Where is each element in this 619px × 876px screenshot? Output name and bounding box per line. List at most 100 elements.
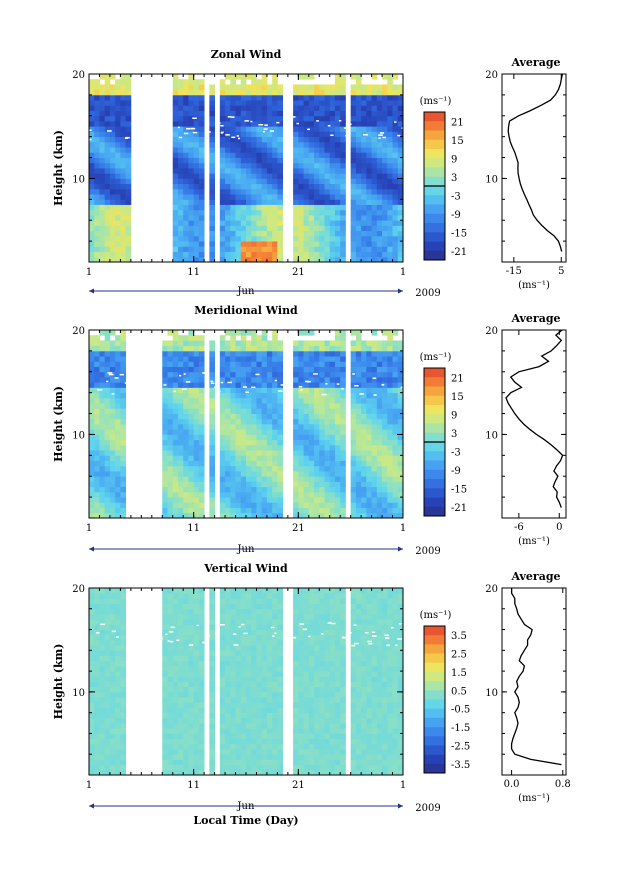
heatmap-cell xyxy=(350,100,357,106)
heatmap-cell xyxy=(361,105,367,111)
heatmap-cell xyxy=(94,603,100,610)
heatmap-cell xyxy=(209,382,215,388)
heatmap-cell xyxy=(162,434,168,441)
heatmap-cell xyxy=(104,634,111,641)
heatmap-cell xyxy=(308,491,315,498)
heatmap-cell xyxy=(303,650,310,656)
heatmap-cell xyxy=(209,345,215,352)
heatmap-cell xyxy=(246,366,252,373)
heatmap-cell xyxy=(240,424,247,430)
heatmap-cell xyxy=(188,486,195,493)
heatmap-cell xyxy=(298,136,304,143)
heatmap-cell xyxy=(371,455,378,461)
heatmap-cell xyxy=(324,465,331,472)
heatmap-cell xyxy=(324,215,331,221)
heatmap-cell xyxy=(329,162,336,169)
heatmap-cell xyxy=(115,84,121,91)
heatmap-cell xyxy=(177,588,184,594)
heatmap-cell xyxy=(246,392,252,399)
heatmap-cell xyxy=(89,486,95,493)
heatmap-cell xyxy=(115,486,121,493)
heatmap-cell xyxy=(334,194,341,200)
heatmap-cell xyxy=(172,697,179,703)
heatmap-cell xyxy=(188,608,195,615)
heatmap-cell xyxy=(209,89,215,96)
heatmap-cell xyxy=(99,593,106,599)
heatmap-cell xyxy=(109,691,116,698)
heatmap-cell xyxy=(120,650,127,656)
heatmap-cell xyxy=(230,209,236,216)
heatmap-cell xyxy=(219,655,226,662)
missing-data-streak xyxy=(111,393,115,395)
colorbar-segment xyxy=(424,186,445,196)
heatmap-cell xyxy=(120,387,127,394)
missing-data-streak xyxy=(227,381,232,384)
heatmap-cell xyxy=(266,697,273,703)
heatmap-cell xyxy=(198,204,205,211)
heatmap-cell xyxy=(209,619,215,625)
heatmap-cell xyxy=(120,350,127,357)
heatmap-cell xyxy=(177,335,184,341)
heatmap-cell xyxy=(387,392,393,399)
heatmap-cell xyxy=(120,178,127,185)
heatmap-cell xyxy=(314,225,320,232)
heatmap-cell xyxy=(225,136,231,143)
heatmap-cell xyxy=(382,141,388,148)
heatmap-cell xyxy=(350,465,357,472)
heatmap-cell xyxy=(115,126,121,132)
heatmap-cell xyxy=(115,413,121,420)
heatmap-cell xyxy=(251,733,257,740)
heatmap-cell xyxy=(219,450,226,456)
heatmap-cell xyxy=(324,131,331,138)
heatmap-cell xyxy=(303,697,310,703)
heatmap-cell xyxy=(355,481,362,488)
heatmap-cell xyxy=(230,235,236,242)
heatmap-cell xyxy=(361,429,367,435)
heatmap-cell xyxy=(256,491,263,498)
heatmap-cell xyxy=(230,497,236,503)
heatmap-cell xyxy=(314,397,320,404)
heatmap-cell xyxy=(251,460,257,467)
heatmap-cell xyxy=(115,588,121,594)
heatmap-cell xyxy=(246,126,252,132)
heatmap-cell xyxy=(120,330,127,336)
heatmap-cell xyxy=(162,502,168,508)
heatmap-cell xyxy=(104,121,111,127)
heatmap-cell xyxy=(89,403,95,409)
heatmap-cell xyxy=(198,235,205,242)
heatmap-cell xyxy=(235,749,242,755)
heatmap-cell xyxy=(225,502,231,508)
heatmap-cell xyxy=(172,345,179,352)
heatmap-cell xyxy=(340,361,346,367)
heatmap-cell xyxy=(308,382,315,388)
heatmap-cell xyxy=(355,105,362,111)
heatmap-cell xyxy=(172,361,179,367)
year-label: 2009 xyxy=(415,288,440,299)
heatmap-cell xyxy=(277,251,284,258)
heatmap-cell xyxy=(387,340,393,347)
heatmap-cell xyxy=(115,110,121,117)
heatmap-cell xyxy=(256,733,263,740)
heatmap-cell xyxy=(261,707,268,714)
heatmap-cell xyxy=(167,738,174,745)
heatmap-cell xyxy=(172,408,179,414)
heatmap-cell xyxy=(293,629,299,636)
heatmap-cell xyxy=(240,126,247,132)
heatmap-cell xyxy=(167,397,174,404)
heatmap-cell xyxy=(251,235,257,242)
colorbar-tick-label: -15 xyxy=(451,228,467,239)
heatmap-cell xyxy=(183,665,189,672)
heatmap-cell xyxy=(319,100,325,106)
heatmap-cell xyxy=(314,194,320,200)
heatmap-cell xyxy=(177,94,184,101)
heatmap-cell xyxy=(115,769,121,776)
heatmap-cell xyxy=(355,241,362,247)
heatmap-cell xyxy=(319,754,325,760)
heatmap-cell xyxy=(314,769,320,776)
heatmap-cell xyxy=(397,366,404,373)
heatmap-cell xyxy=(104,235,111,242)
heatmap-cell xyxy=(251,246,257,252)
heatmap-cell xyxy=(246,502,252,508)
heatmap-cell xyxy=(308,413,315,420)
heatmap-cell xyxy=(329,141,336,148)
